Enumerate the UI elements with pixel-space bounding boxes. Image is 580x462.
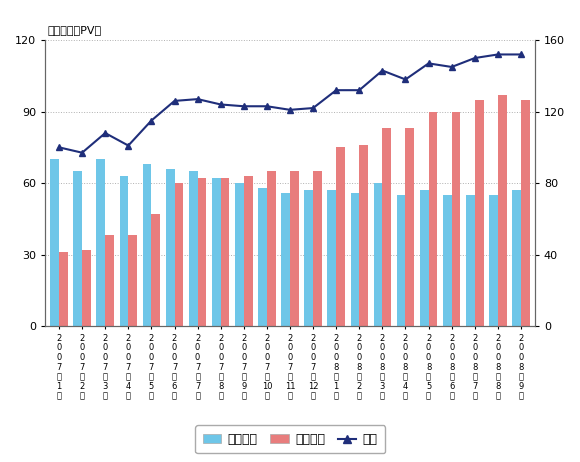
Bar [290, 171, 299, 326]
Bar [96, 159, 105, 326]
Bar [336, 147, 345, 326]
Bar [50, 159, 59, 326]
Bar [420, 190, 429, 326]
Bar [374, 183, 382, 326]
Bar [397, 195, 405, 326]
Bar [281, 193, 290, 326]
Bar [128, 236, 137, 326]
Bar [212, 178, 221, 326]
Bar [189, 171, 198, 326]
Bar [512, 190, 521, 326]
Bar [175, 183, 183, 326]
Bar [466, 195, 475, 326]
Bar [258, 188, 267, 326]
Bar [489, 195, 498, 326]
Bar [119, 176, 128, 326]
Bar [328, 190, 336, 326]
Bar [405, 128, 414, 326]
Bar [244, 176, 252, 326]
Bar [359, 145, 368, 326]
Bar [313, 171, 322, 326]
Legend: パソコン, モバイル, 合計: パソコン, モバイル, 合計 [195, 426, 385, 453]
Bar [521, 100, 530, 326]
Bar [429, 112, 437, 326]
Bar [267, 171, 276, 326]
Bar [82, 250, 91, 326]
Bar [59, 252, 68, 326]
Bar [235, 183, 244, 326]
Bar [382, 128, 391, 326]
Bar [304, 190, 313, 326]
Bar [475, 100, 484, 326]
Bar [498, 95, 507, 326]
Bar [221, 178, 230, 326]
Bar [105, 236, 114, 326]
Bar [350, 193, 359, 326]
Bar [198, 178, 206, 326]
Bar [73, 171, 82, 326]
Bar [151, 214, 160, 326]
Bar [452, 112, 461, 326]
Bar [443, 195, 452, 326]
Text: （単位：億PV）: （単位：億PV） [48, 25, 102, 36]
Bar [166, 169, 175, 326]
Bar [143, 164, 151, 326]
